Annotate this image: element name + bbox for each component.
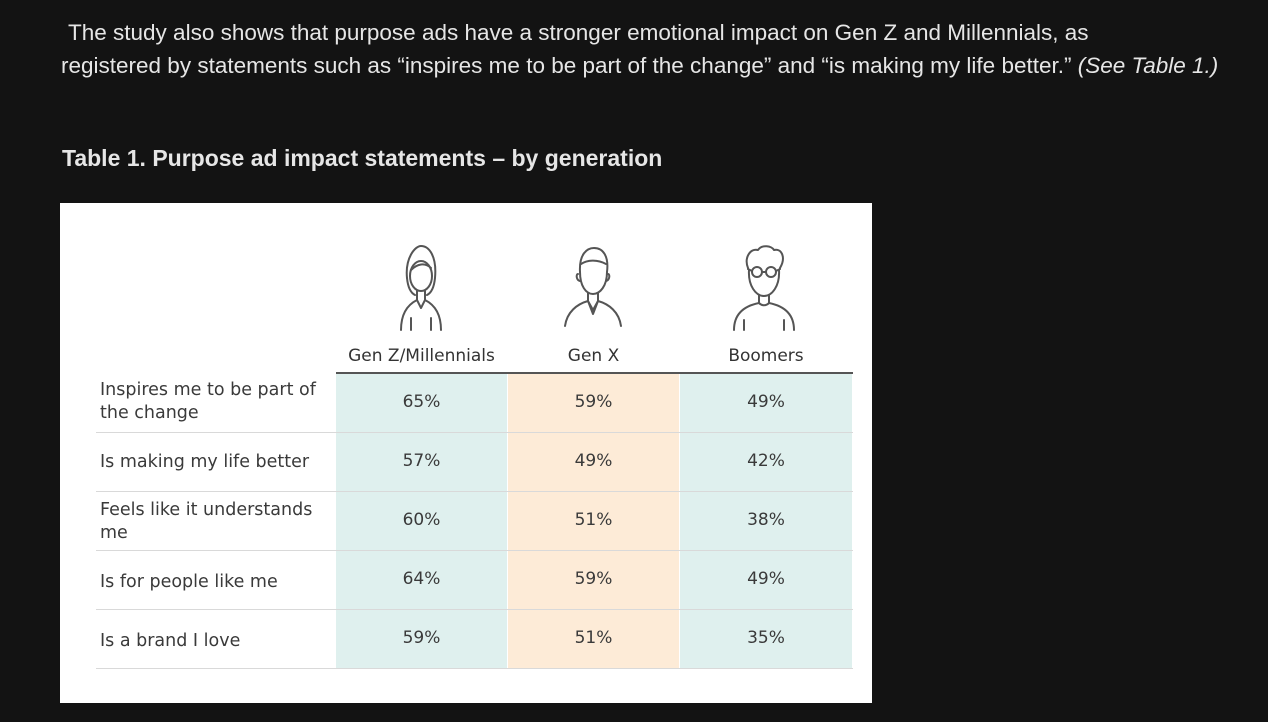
table-cell: 57% xyxy=(402,451,441,471)
row-divider xyxy=(96,550,853,551)
table-cell: 51% xyxy=(574,628,613,648)
row-divider xyxy=(96,609,853,610)
column-header-gen-z-millennials: Gen Z/Millennials xyxy=(348,346,495,366)
column-bg-gen-z-millennials xyxy=(336,373,507,668)
row-label: Is a brand I love xyxy=(100,630,241,651)
man-avatar-icon xyxy=(564,247,622,327)
intro-body: registered by statements such as “inspir… xyxy=(61,53,1078,78)
table-cell: 38% xyxy=(747,510,785,530)
column-header-gen-x: Gen X xyxy=(567,346,620,366)
table-title: Table 1. Purpose ad impact statements – … xyxy=(62,145,663,171)
row-label: Is making my life better xyxy=(100,451,310,472)
header-divider xyxy=(336,372,853,374)
table-reference-link: (See Table 1.) xyxy=(1077,53,1219,78)
table-cell: 35% xyxy=(747,628,785,648)
column-bg-gen-x xyxy=(508,373,679,668)
row-divider xyxy=(96,491,853,492)
older-man-glasses-avatar-icon xyxy=(733,245,795,331)
woman-avatar-icon xyxy=(400,245,442,331)
table-cell: 65% xyxy=(402,392,441,412)
row-label: Feels like it understands me xyxy=(100,500,313,543)
table-cell: 49% xyxy=(747,392,785,412)
table-cell: 51% xyxy=(574,510,613,530)
table-cell: 49% xyxy=(747,569,785,589)
table-cell: 59% xyxy=(574,569,613,589)
intro-lead: The study also shows that purpose ads ha… xyxy=(68,20,1089,45)
row-divider xyxy=(96,668,853,669)
table-cell: 60% xyxy=(402,510,441,530)
column-header-boomers: Boomers xyxy=(728,346,804,366)
column-bg-boomers xyxy=(680,373,852,668)
table-cell: 64% xyxy=(402,569,441,589)
row-label: Inspires me to be part of the change xyxy=(100,380,316,423)
row-divider xyxy=(96,432,853,433)
intro-paragraph: The study also shows that purpose ads ha… xyxy=(61,16,1251,82)
table-cell: 49% xyxy=(574,451,613,471)
table-cell: 59% xyxy=(402,628,441,648)
table-cell: 42% xyxy=(747,451,785,471)
row-label: Is for people like me xyxy=(100,571,278,592)
table-cell: 59% xyxy=(574,392,613,412)
